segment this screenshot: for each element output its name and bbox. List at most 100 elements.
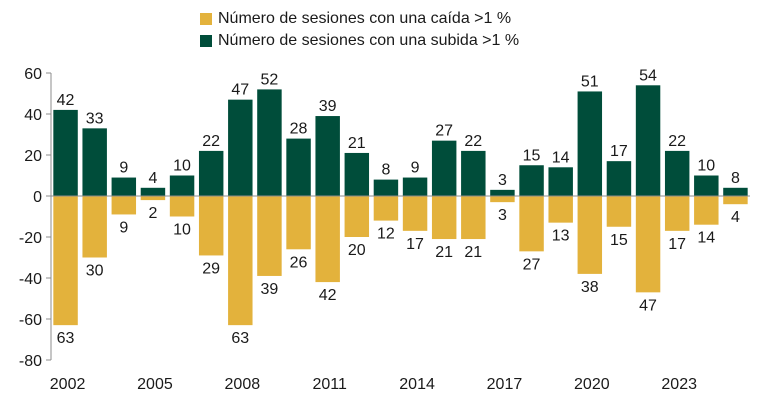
rise-bar-2018 [519, 165, 544, 196]
rise-bar-2007 [198, 150, 224, 196]
y-tick-label: -20 [19, 230, 42, 247]
fall-label-2023: 17 [668, 236, 686, 253]
rise-label-2005: 4 [148, 170, 157, 187]
rise-label-2015: 27 [435, 123, 453, 140]
fall-label-2009: 39 [261, 281, 279, 298]
rise-label-2018: 15 [523, 147, 541, 164]
x-tick-label: 2005 [137, 376, 173, 393]
rise-bar-2014 [402, 177, 428, 196]
rise-label-2012: 21 [348, 135, 366, 152]
fall-bar-2019 [548, 196, 573, 223]
fall-bar-2003 [82, 196, 107, 258]
rise-bar-2020 [577, 91, 603, 196]
fall-label-2014: 17 [406, 236, 424, 253]
fall-bar-2007 [198, 196, 224, 256]
rise-label-2011: 39 [319, 98, 337, 115]
rise-label-2022: 54 [639, 67, 657, 84]
rise-bar-2002 [53, 109, 78, 196]
rise-label-2025: 8 [731, 170, 740, 187]
fall-bar-2008 [228, 196, 253, 326]
legend-label-rises: Número de sesiones con una subida >1 % [218, 32, 520, 49]
rise-bar-2021 [606, 161, 632, 196]
rise-bar-2019 [548, 167, 573, 196]
fall-bar-2016 [461, 196, 486, 240]
rise-label-2003: 33 [86, 110, 104, 127]
fall-label-2020: 38 [581, 279, 599, 296]
fall-label-2003: 30 [86, 263, 104, 280]
rise-label-2004: 9 [119, 160, 128, 177]
fall-label-2006: 10 [173, 222, 191, 239]
y-tick-label: -40 [19, 271, 42, 288]
rise-label-2010: 28 [290, 121, 308, 138]
fall-label-2005: 2 [148, 205, 157, 222]
fall-label-2018: 27 [523, 256, 541, 273]
fall-label-2002: 63 [57, 330, 75, 347]
fall-bar-2018 [519, 196, 544, 252]
rise-bar-2015 [431, 140, 457, 196]
rise-bar-2009 [257, 89, 282, 196]
x-tick-label: 2011 [312, 376, 347, 393]
fall-label-2015: 21 [435, 244, 453, 261]
rise-bar-2005 [140, 187, 166, 196]
y-tick-label: -80 [19, 353, 42, 370]
y-tick-label: 0 [33, 189, 42, 206]
rise-bar-2023 [664, 150, 690, 196]
fall-label-2012: 20 [348, 242, 366, 259]
rise-label-2006: 10 [173, 158, 191, 175]
fall-bar-2013 [373, 196, 399, 221]
rise-bar-2016 [461, 150, 486, 196]
fall-bar-2024 [694, 196, 719, 225]
y-tick-label: -60 [19, 312, 42, 329]
rise-label-2007: 22 [202, 133, 220, 150]
rise-label-2021: 17 [610, 143, 628, 160]
rise-label-2009: 52 [261, 71, 279, 88]
fall-bar-2005 [140, 196, 166, 201]
rise-label-2024: 10 [697, 158, 715, 175]
x-tick-label: 2023 [661, 376, 697, 393]
y-tick-label: 60 [24, 66, 42, 83]
fall-label-2008: 63 [231, 330, 249, 347]
fall-label-2011: 42 [319, 287, 337, 304]
fall-bar-2021 [606, 196, 632, 227]
x-tick-label: 2014 [399, 376, 435, 393]
x-tick-label: 2020 [574, 376, 610, 393]
fall-bar-2011 [315, 196, 340, 283]
rise-label-2016: 22 [464, 133, 482, 150]
rise-label-2019: 14 [552, 149, 570, 166]
x-tick-label: 2017 [487, 376, 523, 393]
fall-label-2017: 3 [498, 207, 507, 224]
rise-bar-2017 [490, 189, 515, 196]
rise-label-2020: 51 [581, 73, 599, 90]
fall-bar-2014 [402, 196, 428, 231]
fall-label-2016: 21 [464, 244, 482, 261]
fall-label-2025: 4 [731, 209, 740, 226]
rise-label-2008: 47 [231, 82, 249, 99]
rise-label-2014: 9 [411, 160, 420, 177]
rise-label-2013: 8 [381, 162, 390, 179]
fall-label-2013: 12 [377, 226, 395, 243]
fall-label-2021: 15 [610, 232, 628, 249]
fall-bar-2009 [257, 196, 282, 276]
fall-label-2024: 14 [697, 230, 715, 247]
legend-label-falls: Número de sesiones con una caída >1 % [218, 10, 512, 27]
legend-swatch-rises [200, 35, 212, 47]
fall-bar-2023 [664, 196, 690, 231]
fall-label-2004: 9 [119, 219, 128, 236]
legend-swatch-falls [200, 13, 212, 25]
fall-bar-2002 [53, 196, 78, 326]
rise-bar-2010 [286, 138, 311, 196]
rise-bar-2006 [169, 175, 195, 196]
chart-legend: Número de sesiones con una caída >1 % Nú… [200, 8, 519, 52]
fall-bar-2010 [286, 196, 311, 250]
legend-item-rises: Número de sesiones con una subida >1 % [200, 30, 519, 52]
rise-bar-2022 [635, 85, 661, 196]
rise-bar-2004 [111, 177, 137, 196]
rise-bar-2025 [723, 187, 748, 196]
y-tick-label: 20 [24, 148, 42, 165]
fall-bar-2015 [431, 196, 457, 240]
rise-bar-2008 [228, 99, 253, 196]
fall-bar-2006 [169, 196, 195, 217]
x-tick-label: 2008 [225, 376, 261, 393]
fall-label-2010: 26 [290, 254, 308, 271]
